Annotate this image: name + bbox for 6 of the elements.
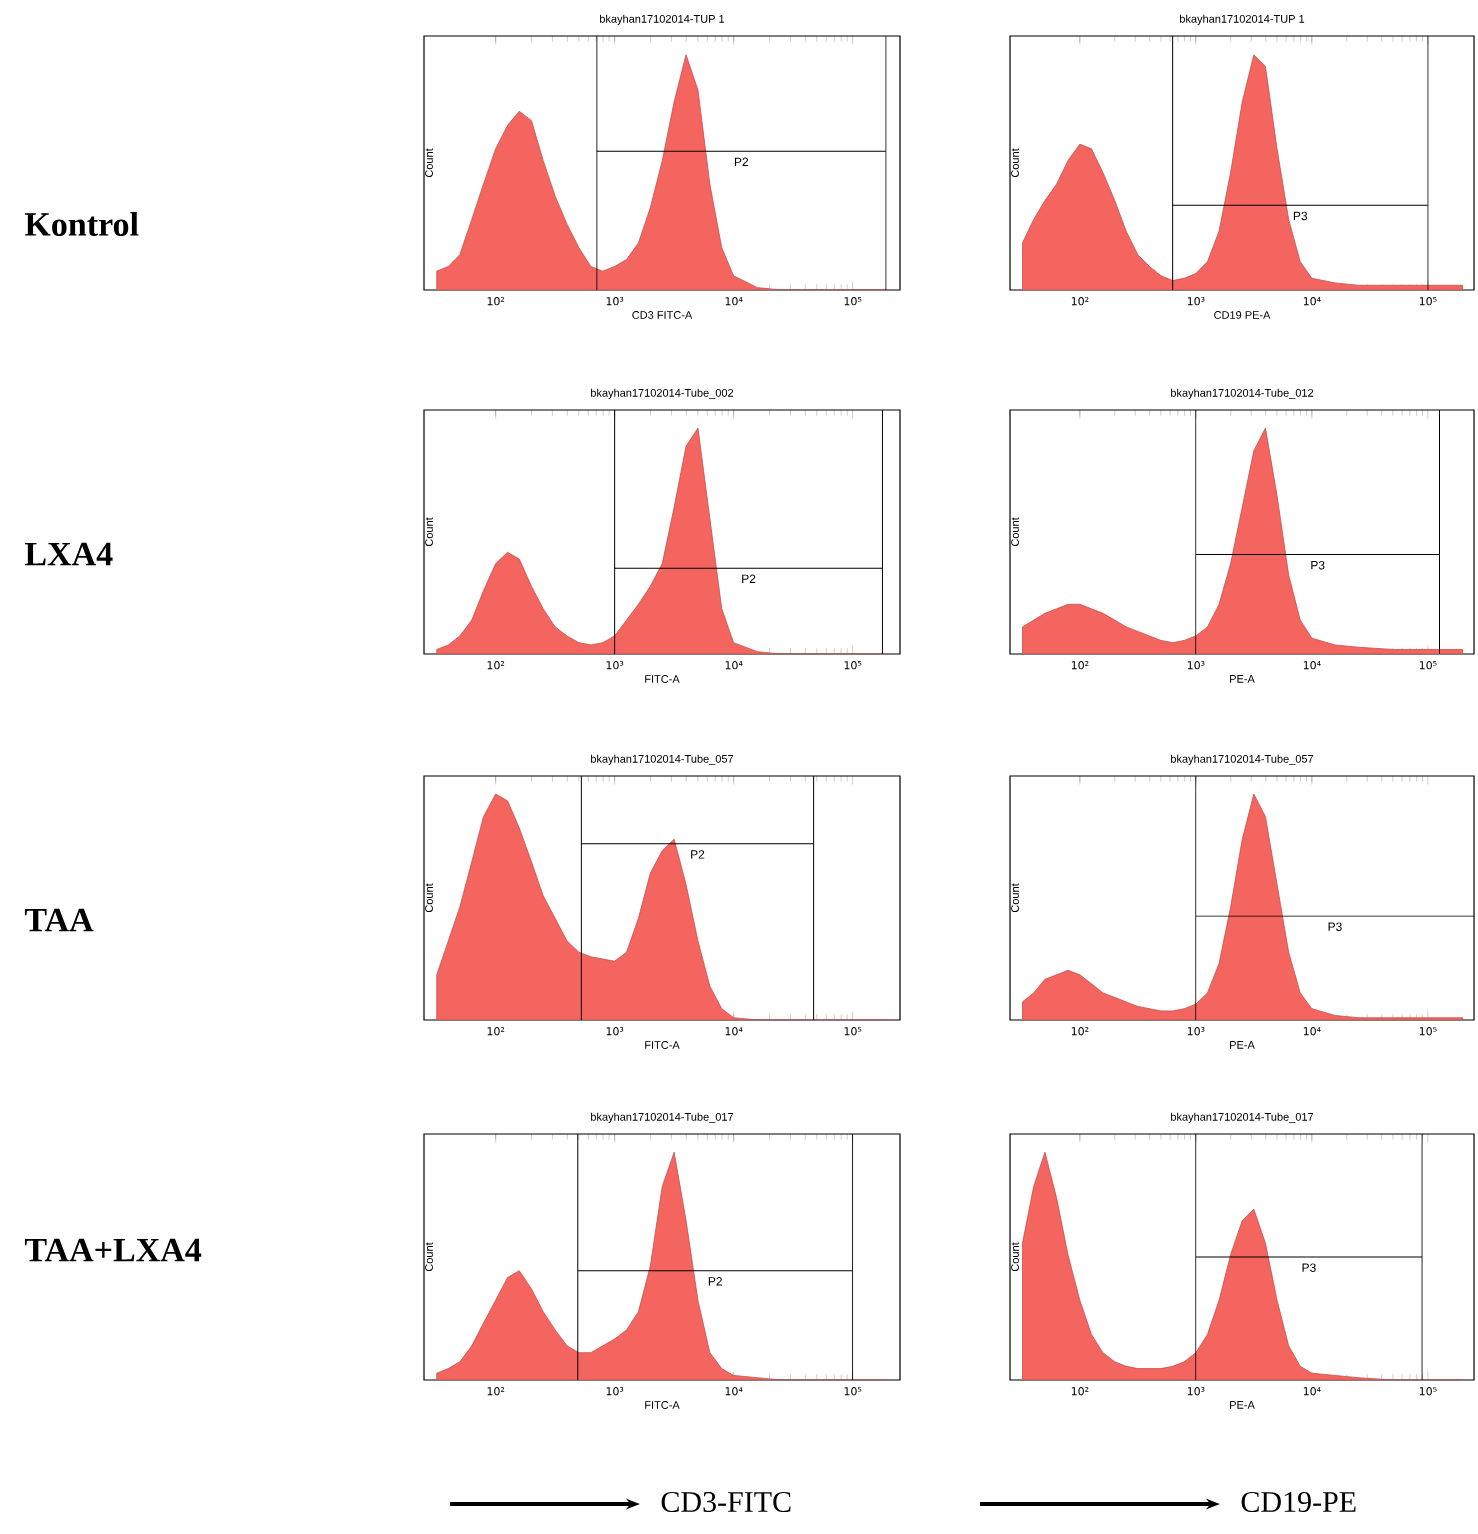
text: TAA+LXA4	[24, 1238, 202, 1262]
text: CD19-PE	[1241, 1491, 1356, 1513]
text: CD3-FITC	[661, 1491, 791, 1513]
text: LXA4	[25, 542, 113, 566]
text: TAA	[24, 908, 94, 932]
text: Kontrol	[25, 212, 139, 236]
